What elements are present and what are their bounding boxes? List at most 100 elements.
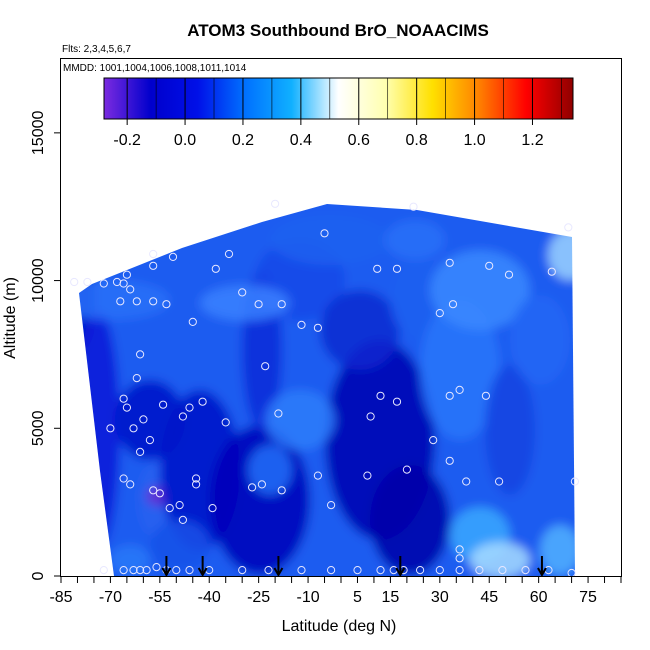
observation-point [363, 471, 372, 480]
observation-point [445, 456, 454, 465]
observation-point [455, 385, 464, 394]
observation-point [248, 483, 257, 492]
observation-point [192, 480, 201, 489]
observation-point [122, 403, 132, 412]
observation-point [119, 566, 128, 575]
observation-point [126, 285, 135, 294]
observation-point [320, 229, 329, 238]
latitude-marker-arrowhead [197, 567, 208, 578]
observation-point [119, 474, 128, 483]
observation-point [126, 480, 135, 489]
observation-point [132, 297, 141, 306]
observation-point [168, 252, 178, 261]
observation-point [373, 264, 382, 273]
observation-point [159, 400, 168, 409]
colorbar-tick-label: 0.8 [406, 132, 428, 149]
observation-point [211, 264, 220, 273]
observation-point [504, 270, 514, 279]
latitude-marker-arrowhead [537, 567, 547, 578]
latitude-marker-arrowhead [395, 567, 406, 578]
y-tick-label: 10000 [30, 258, 47, 303]
observation-point [274, 409, 283, 418]
observation-point [136, 566, 145, 575]
observation-point [99, 279, 108, 288]
y-axis-label: Altitude (m) [2, 277, 19, 359]
observation-point [445, 258, 454, 267]
x-tick-label: -55 [148, 589, 171, 606]
observation-point [327, 501, 336, 510]
observation-point [416, 566, 425, 575]
observation-point [429, 436, 438, 445]
observation-point [435, 566, 444, 575]
observation-point [455, 566, 464, 575]
observation-point [129, 424, 138, 433]
observation-point [277, 300, 286, 309]
observation-point [392, 397, 402, 406]
observation-point [192, 474, 201, 483]
observation-point [208, 504, 217, 513]
x-tick-label: 45 [480, 589, 498, 606]
colorbar-tick-label: 1.0 [463, 132, 485, 149]
observation-point [116, 297, 125, 306]
observation-point [376, 566, 385, 575]
y-tick-label: 15000 [30, 111, 47, 156]
observation-point [564, 223, 573, 232]
observation-point [297, 320, 306, 329]
observation-point [119, 394, 128, 403]
observation-point [149, 261, 158, 270]
colorbar-ticks: -0.2 0.0 0.2 0.4 0.6 0.8 1.0 1.2 [113, 78, 562, 149]
x-tick-label: 15 [382, 589, 400, 606]
observation-point [221, 418, 230, 427]
observation-point [142, 566, 151, 575]
observation-point [155, 489, 164, 498]
colorbar-tick-label: 1.2 [521, 132, 543, 149]
observation-point [132, 374, 141, 383]
observation-point [297, 566, 306, 575]
y-tick-label: 0 [30, 571, 47, 580]
observation-point [198, 397, 207, 406]
observation-point [485, 261, 494, 270]
observation-point [99, 566, 108, 575]
x-tick-label: 30 [431, 589, 449, 606]
observation-point [481, 391, 490, 400]
observation-point [185, 403, 194, 412]
latitude-marker-arrowhead [161, 567, 172, 578]
x-tick-label: -25 [247, 589, 270, 606]
observation-point [254, 300, 263, 309]
latitude-markers [161, 556, 547, 578]
observation-point [271, 199, 280, 208]
observation-point [139, 415, 148, 424]
observation-point [136, 447, 145, 456]
observation-point [448, 300, 458, 309]
observation-point [475, 566, 484, 575]
observation-point [238, 566, 247, 575]
colorbar-tick-label: 0.6 [348, 132, 370, 149]
heatmap-field [79, 204, 575, 576]
observation-point [521, 566, 530, 575]
colorbar [103, 77, 574, 120]
colorbar-tick-label: 0.0 [174, 132, 196, 149]
x-tick-label: -70 [99, 589, 122, 606]
observation-point [152, 563, 161, 572]
y-tick-label: 5000 [30, 410, 47, 446]
colorbar-tick-label: 0.4 [290, 132, 312, 149]
observation-point [353, 566, 362, 575]
observation-point [498, 566, 507, 575]
observation-point [327, 566, 336, 575]
observation-point [149, 486, 158, 495]
observation-point [570, 477, 580, 486]
observation-point [83, 277, 92, 287]
observation-point [264, 566, 273, 575]
observation-point [313, 471, 322, 480]
observation-point [122, 270, 132, 279]
observation-point [261, 362, 270, 371]
observation-point [175, 501, 184, 510]
observation-point [402, 465, 411, 474]
chart-title: ATOM3 Southbound BrO_NOAACIMS [187, 21, 489, 40]
observation-point [376, 391, 385, 400]
observation-point [277, 486, 286, 495]
observation-point [136, 350, 145, 359]
dates-subtitle: MMDD: 1001,1004,1006,1008,1011,1014 [63, 63, 247, 74]
colorbar-tick-label: -0.2 [113, 132, 141, 149]
